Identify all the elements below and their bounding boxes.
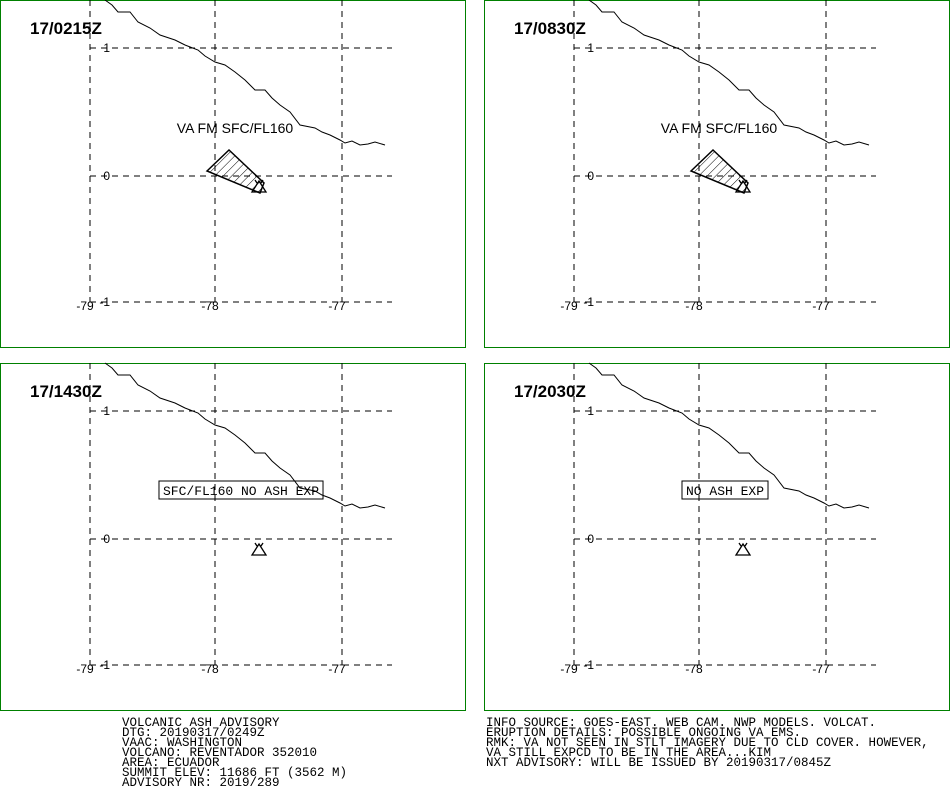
ash-annotation: NO ASH EXP	[686, 484, 764, 499]
lat-label: 0	[587, 169, 594, 183]
panel-frame	[0, 0, 466, 348]
lon-label: -77	[812, 662, 830, 676]
annotation-box	[158, 480, 324, 500]
advisory-line: ADVISORY NR: 2019/289	[122, 776, 280, 790]
lon-label: -78	[201, 299, 219, 313]
map-panel: 1 0 -1 -79 -78 -77 17/0215Z VA FM SFC/FL160	[0, 0, 466, 348]
lat-label: -1	[583, 658, 594, 672]
advisory-line: INFO SOURCE: GOES-EAST. WEB CAM. NWP MOD…	[486, 716, 876, 730]
lon-label: -77	[328, 299, 346, 313]
advisory-line: DTG: 20190317/0249Z	[122, 726, 265, 740]
coastline	[104, 362, 386, 509]
lat-label: 0	[587, 532, 594, 546]
volcano-symbol	[250, 542, 268, 556]
ash-plume	[205, 148, 265, 194]
advisory-line: VAAC: WASHINGTON	[122, 736, 242, 750]
annotation-box	[681, 480, 769, 500]
lat-label: -1	[99, 658, 110, 672]
valid-time: 17/0830Z	[514, 19, 586, 38]
lon-label: -79	[76, 662, 94, 676]
lat-label: 0	[103, 169, 110, 183]
valid-time: 17/0215Z	[30, 19, 102, 38]
volcano-symbol	[250, 179, 268, 193]
panel-frame	[0, 363, 466, 711]
lon-label: -78	[201, 662, 219, 676]
advisory-line: NXT ADVISORY: WILL BE ISSUED BY 20190317…	[486, 756, 832, 770]
map-panel: 1 0 -1 -79 -78 -77 17/0830Z VA FM SFC/FL160	[484, 0, 950, 348]
lon-label: -78	[685, 662, 703, 676]
map-panel: 1 0 -1 -79 -78 -77 17/1430Z SFC/FL160 NO ASH EX…	[0, 362, 466, 711]
lat-label: 1	[103, 404, 110, 418]
ash-annotation: SFC/FL160 NO ASH EXP	[163, 484, 319, 499]
volcano-symbol	[734, 179, 752, 193]
lon-label: -77	[328, 662, 346, 676]
coastline	[104, 0, 386, 146]
lat-label: 0	[103, 532, 110, 546]
lat-label: 1	[587, 404, 594, 418]
volcano-symbol	[734, 542, 752, 556]
valid-time: 17/2030Z	[514, 382, 586, 401]
lat-label: 1	[103, 41, 110, 55]
advisory-line: RMK: VA NOT SEEN IN STLT IMAGERY DUE TO …	[486, 736, 929, 750]
lon-label: -79	[560, 299, 578, 313]
lon-label: -79	[560, 662, 578, 676]
lat-label: 1	[587, 41, 594, 55]
advisory-line: SUMMIT ELEV: 11686 FT (3562 M)	[122, 766, 347, 780]
advisory-line: ERUPTION DETAILS: POSSIBLE ONGOING VA EM…	[486, 726, 801, 740]
valid-time: 17/1430Z	[30, 382, 102, 401]
coastline	[588, 362, 870, 509]
advisory-line: VOLCANO: REVENTADOR 352010	[122, 746, 317, 760]
map-panel: 1 0 -1 -79 -78 -77 17/2030Z NO ASH EXP	[484, 362, 950, 711]
advisory-line: VA STILL EXPCD TO BE IN THE AREA...KIM	[486, 746, 771, 760]
panel-frame	[484, 363, 950, 711]
lat-label: -1	[99, 295, 110, 309]
lon-label: -78	[685, 299, 703, 313]
lon-label: -77	[812, 299, 830, 313]
lat-label: -1	[583, 295, 594, 309]
advisory-line: VOLCANIC ASH ADVISORY	[122, 716, 280, 730]
ash-annotation: VA FM SFC/FL160	[661, 120, 778, 136]
coastline	[588, 0, 870, 146]
lon-label: -79	[76, 299, 94, 313]
ash-plume	[689, 148, 749, 194]
advisory-line: AREA: ECUADOR	[122, 756, 220, 770]
ash-annotation: VA FM SFC/FL160	[177, 120, 294, 136]
